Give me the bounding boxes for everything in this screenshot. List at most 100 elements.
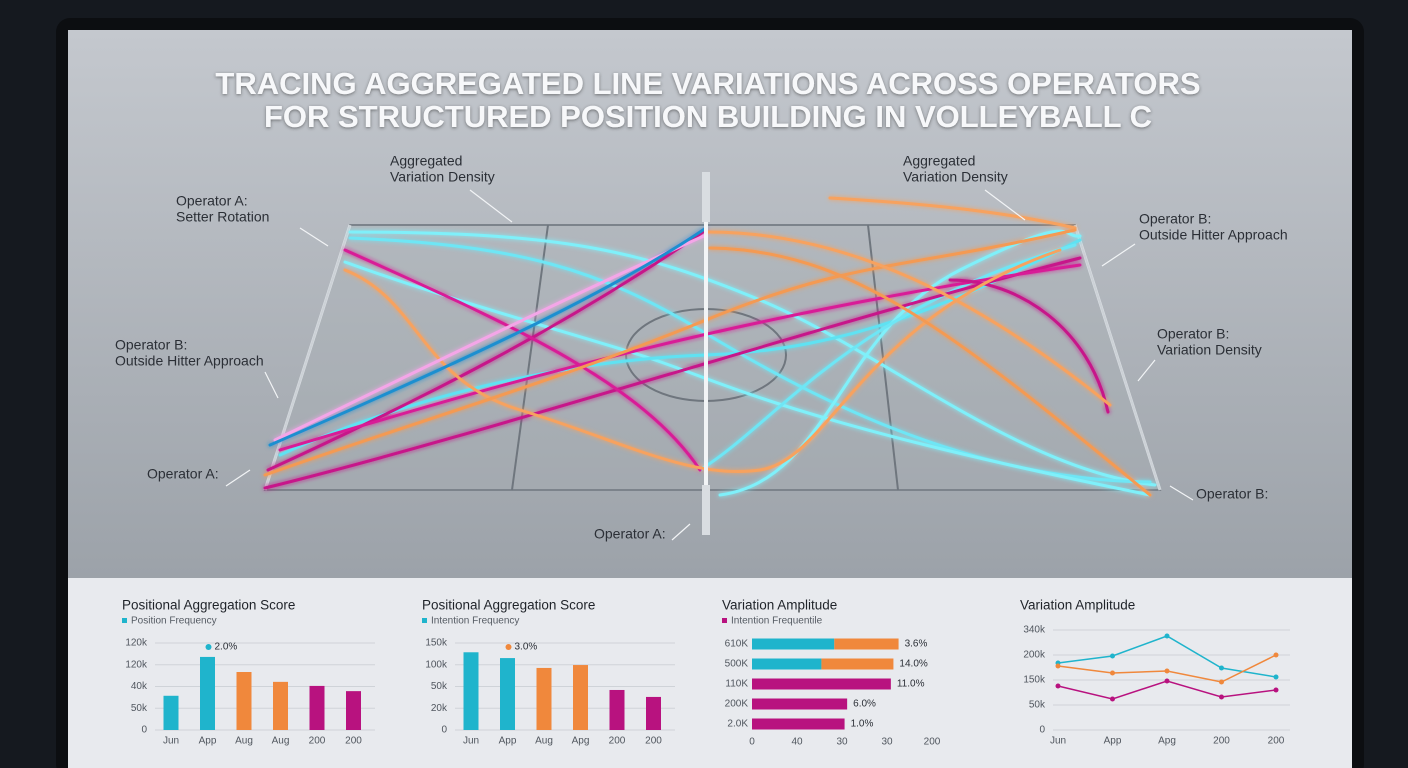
bar-segment bbox=[752, 678, 891, 690]
x-tick-label: Jun bbox=[1050, 736, 1066, 747]
callout-label: Operator B: bbox=[1157, 326, 1229, 342]
legend-swatch bbox=[722, 618, 727, 623]
callout-leader bbox=[1101, 243, 1136, 267]
y-tick-label: 2.0K bbox=[727, 719, 748, 730]
x-tick-label: Aug bbox=[535, 736, 553, 747]
y-tick-label: 150k bbox=[1023, 675, 1046, 686]
callout-leader bbox=[299, 227, 329, 247]
callout-leader bbox=[225, 469, 251, 487]
x-tick-label: 200 bbox=[1268, 736, 1285, 747]
callout-leader bbox=[1137, 359, 1156, 382]
y-tick-label: 340k bbox=[1023, 625, 1046, 636]
legend-swatch bbox=[422, 618, 427, 623]
chart-title: Variation Amplitude bbox=[1020, 598, 1135, 613]
annotation-dot bbox=[505, 644, 512, 650]
callout-leader bbox=[264, 371, 279, 399]
callout-label: Operator B: bbox=[1196, 486, 1268, 502]
x-tick-label: App bbox=[1104, 736, 1122, 747]
x-tick-label: 40 bbox=[791, 737, 803, 748]
y-tick-label: 200k bbox=[1023, 650, 1046, 661]
x-tick-label: App bbox=[199, 736, 217, 747]
y-tick-label: 100k bbox=[425, 659, 448, 670]
y-tick-label: 0 bbox=[141, 725, 147, 736]
x-tick-label: Jun bbox=[463, 736, 479, 747]
x-tick-label: 200 bbox=[609, 736, 626, 747]
bar-segment bbox=[834, 638, 899, 650]
chart-panel bbox=[68, 578, 1352, 768]
bar bbox=[609, 689, 625, 730]
bar-label: 1.0% bbox=[851, 719, 874, 730]
bar bbox=[273, 681, 288, 730]
bar bbox=[463, 652, 479, 730]
bar bbox=[200, 656, 215, 730]
y-tick-label: 610K bbox=[725, 639, 749, 650]
y-tick-label: 120k bbox=[125, 638, 148, 649]
legend-swatch bbox=[122, 618, 127, 623]
point bbox=[1273, 652, 1279, 658]
y-tick-label: 110K bbox=[725, 679, 748, 690]
bar bbox=[236, 672, 252, 730]
annotation: 2.0% bbox=[215, 642, 238, 653]
y-tick-label: 0 bbox=[1039, 725, 1045, 736]
x-tick-label: Apg bbox=[1158, 736, 1176, 747]
title-line: FOR STRUCTURED POSITION BUILDING IN VOLL… bbox=[264, 99, 1152, 134]
y-tick-label: 0 bbox=[441, 725, 447, 736]
annotation-dot bbox=[205, 644, 212, 650]
point bbox=[1055, 683, 1061, 689]
x-tick-label: 200 bbox=[1213, 736, 1230, 747]
x-tick-label: 200 bbox=[345, 736, 362, 747]
callout-label: Aggregated bbox=[390, 153, 462, 169]
bar-label: 3.6% bbox=[905, 639, 928, 650]
callout-label: Aggregated bbox=[903, 153, 975, 169]
point bbox=[1164, 678, 1170, 684]
x-tick-label: App bbox=[499, 736, 517, 747]
y-tick-label: 50k bbox=[431, 681, 448, 692]
x-tick-label: 30 bbox=[881, 737, 893, 748]
callout-subtitle: Variation Density bbox=[390, 169, 495, 185]
chart-title: Positional Aggregation Score bbox=[122, 598, 295, 613]
point bbox=[1273, 674, 1279, 680]
point bbox=[1273, 687, 1279, 693]
y-tick-label: 40k bbox=[131, 681, 148, 692]
bar-segment bbox=[821, 658, 894, 670]
x-tick-label: Apg bbox=[572, 736, 590, 747]
point bbox=[1164, 633, 1170, 639]
callout-label: Operator B: bbox=[115, 337, 187, 353]
court bbox=[263, 172, 1162, 535]
title-line: TRACING AGGREGATED LINE VARIATIONS ACROS… bbox=[215, 66, 1200, 101]
bar-label: 6.0% bbox=[853, 699, 876, 710]
bar bbox=[500, 658, 515, 730]
bar bbox=[646, 696, 661, 730]
x-tick-label: Jun bbox=[163, 736, 179, 747]
bar bbox=[163, 695, 179, 730]
point bbox=[1219, 679, 1224, 685]
legend-label: Intention Frequentile bbox=[731, 616, 823, 627]
y-tick-label: 20k bbox=[431, 703, 448, 714]
callout-subtitle: Outside Hitter Approach bbox=[1139, 227, 1288, 243]
bar-label: 11.0% bbox=[897, 679, 925, 690]
point bbox=[1219, 694, 1224, 700]
y-tick-label: 50k bbox=[1029, 700, 1046, 711]
y-tick-label: 150k bbox=[425, 638, 448, 649]
bar-segment bbox=[752, 658, 822, 670]
point bbox=[1110, 653, 1115, 659]
callout-label: Operator A: bbox=[147, 466, 219, 482]
bar bbox=[573, 665, 588, 730]
chart-title: Variation Amplitude bbox=[722, 598, 837, 613]
x-tick-label: Aug bbox=[272, 736, 290, 747]
point bbox=[1110, 696, 1115, 702]
legend-label: Position Frequency bbox=[131, 616, 217, 627]
x-tick-label: 200 bbox=[309, 736, 326, 747]
bar-segment bbox=[752, 638, 835, 650]
point bbox=[1164, 668, 1170, 674]
y-tick-label: 200K bbox=[725, 699, 749, 710]
point bbox=[1055, 663, 1061, 669]
callout-subtitle: Setter Rotation bbox=[176, 209, 269, 225]
bar bbox=[346, 691, 361, 730]
bar-segment bbox=[752, 718, 845, 730]
bar bbox=[309, 685, 325, 730]
callout-subtitle: Outside Hitter Approach bbox=[115, 353, 264, 369]
bar bbox=[536, 667, 552, 730]
